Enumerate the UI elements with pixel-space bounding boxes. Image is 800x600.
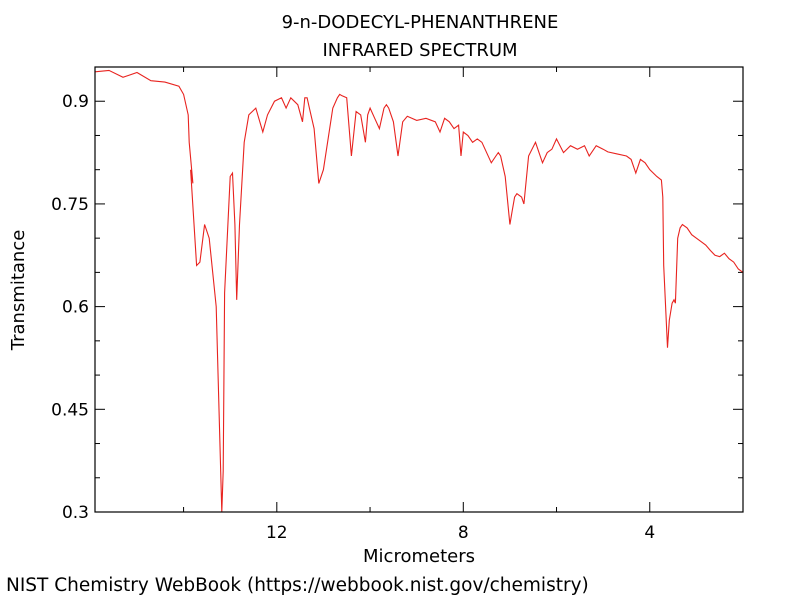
x-tick-label: 4 (644, 523, 655, 543)
chart-title: 9-n-DODECYL-PHENANTHRENE (282, 12, 559, 33)
plot-frame (94, 66, 744, 513)
spectrum-line (94, 69, 744, 513)
x-axis-label: Micrometers (363, 546, 475, 567)
y-axis-label: Transmitance (8, 230, 29, 352)
y-tick-label: 0.9 (62, 92, 89, 112)
x-tick-label: 8 (458, 523, 469, 543)
y-tick-label: 0.45 (51, 400, 89, 420)
chart-subtitle: INFRARED SPECTRUM (322, 40, 517, 61)
source-footer: NIST Chemistry WebBook (https://webbook.… (6, 575, 589, 596)
x-tick-label: 12 (266, 523, 288, 543)
y-tick-label: 0.6 (62, 298, 89, 318)
axis-ticks (95, 66, 744, 513)
y-tick-label: 0.75 (51, 195, 89, 215)
y-tick-label: 0.3 (62, 503, 89, 523)
tick-labels: 12 8 4 0.3 0.45 0.6 0.75 0.9 (51, 92, 655, 543)
